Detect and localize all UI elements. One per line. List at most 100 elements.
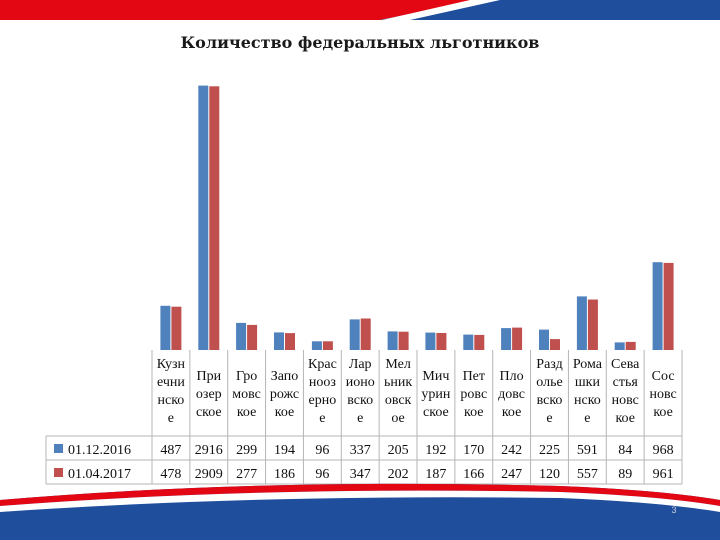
category-label-10: Разд [536, 357, 562, 372]
bar-chart: КузнечнинскоеПриозерскоеГромовскоеЗапоро… [45, 85, 683, 485]
bar-s2-13 [663, 262, 674, 350]
category-label-11: нско [574, 393, 601, 408]
category-label-9: довс [498, 387, 525, 402]
category-label-4: ерно [309, 393, 337, 408]
category-label-4: е [319, 411, 325, 426]
bar-s1-5 [349, 319, 360, 350]
category-label-2: мовс [232, 387, 261, 402]
category-label-6: ьник [384, 375, 412, 390]
category-label-3: кое [275, 405, 294, 420]
category-label-5: вско [347, 393, 373, 408]
bar-s1-10 [539, 329, 549, 350]
value-s2-8: 166 [463, 467, 484, 482]
value-s2-2: 277 [236, 467, 257, 482]
category-label-3: рожс [270, 387, 299, 402]
category-label-7: урин [421, 387, 450, 402]
bar-s1-8 [463, 334, 474, 350]
category-label-5: е [357, 411, 363, 426]
category-label-0: нско [158, 393, 185, 408]
bars-layer [160, 85, 674, 351]
bar-s1-2 [236, 322, 247, 350]
value-s2-12: 89 [618, 467, 632, 482]
bar-s2-10 [550, 339, 560, 350]
page-number: 3 [671, 505, 677, 515]
bar-s2-11 [587, 299, 598, 350]
category-label-13: новс [649, 387, 676, 402]
value-s1-12: 84 [618, 443, 632, 458]
value-s1-8: 170 [463, 443, 484, 458]
value-s2-11: 557 [577, 467, 598, 482]
category-label-9: кое [502, 405, 521, 420]
bar-s1-12 [614, 342, 625, 350]
category-label-2: кое [237, 405, 256, 420]
category-label-13: Сос [652, 369, 675, 384]
bar-s1-7 [425, 332, 436, 350]
banner-red-stripe [0, 0, 480, 20]
bar-s2-12 [625, 341, 636, 350]
bar-s2-1 [209, 86, 220, 351]
value-s1-0: 487 [160, 443, 181, 458]
bar-s2-0 [171, 306, 182, 350]
category-label-11: шки [575, 375, 601, 390]
category-label-0: ечни [157, 375, 185, 390]
category-label-12: стья [613, 375, 639, 390]
value-s2-9: 247 [501, 467, 522, 482]
bar-s2-7 [436, 333, 447, 350]
bar-s1-13 [652, 262, 663, 350]
category-label-13: кое [653, 405, 672, 420]
bottom-white-wave [0, 490, 720, 512]
value-s2-5: 347 [350, 467, 371, 482]
bar-s1-0 [160, 305, 171, 350]
category-label-2: Гро [236, 369, 257, 384]
value-s1-13: 968 [653, 443, 674, 458]
category-label-8: кое [464, 405, 483, 420]
category-label-9: Пло [500, 369, 524, 384]
category-label-12: новс [612, 393, 639, 408]
bar-s1-3 [274, 332, 284, 350]
value-s2-0: 478 [160, 467, 181, 482]
value-s1-5: 337 [350, 443, 371, 458]
bar-s1-4 [311, 341, 322, 350]
category-label-12: Сева [611, 357, 640, 372]
data-table: КузнечнинскоеПриозерскоеГромовскоеЗапоро… [45, 350, 683, 485]
slide-title: Количество федеральных льготников [180, 33, 540, 52]
category-label-1: При [196, 369, 221, 384]
category-label-10: е [546, 411, 552, 426]
top-banner [0, 0, 720, 20]
category-label-4: нооз [309, 375, 336, 390]
bar-s1-6 [387, 331, 398, 350]
bar-s2-9 [512, 327, 523, 350]
value-s1-3: 194 [274, 443, 295, 458]
category-label-10: олье [536, 375, 562, 390]
value-s1-9: 242 [501, 443, 522, 458]
category-label-1: ское [196, 405, 222, 420]
value-s2-6: 202 [388, 467, 409, 482]
bar-s1-11 [576, 296, 587, 350]
value-s2-4: 96 [315, 467, 329, 482]
value-s1-6: 205 [388, 443, 409, 458]
legend-label-1: 01.12.2016 [68, 443, 131, 458]
value-s2-7: 187 [425, 467, 446, 482]
category-label-8: Пет [463, 369, 485, 384]
category-label-6: Мел [385, 357, 410, 372]
banner-white-swoosh [382, 0, 500, 20]
value-s2-1: 2909 [195, 467, 223, 482]
value-s1-1: 2916 [195, 443, 223, 458]
category-label-12: кое [615, 411, 634, 426]
bottom-red-wave [0, 483, 720, 506]
value-s1-11: 591 [577, 443, 598, 458]
category-label-7: ское [423, 405, 449, 420]
bar-s2-4 [322, 341, 333, 350]
value-s2-3: 186 [274, 467, 295, 482]
value-s2-13: 961 [653, 467, 674, 482]
category-label-11: Рома [573, 357, 603, 372]
bar-s2-8 [474, 334, 485, 350]
category-label-10: вско [537, 393, 563, 408]
bottom-banner [0, 483, 720, 540]
category-label-4: Крас [308, 357, 337, 372]
value-s2-10: 120 [539, 467, 560, 482]
value-s1-10: 225 [539, 443, 560, 458]
bar-s2-3 [285, 333, 295, 350]
category-label-7: Мич [422, 369, 449, 384]
bar-s1-9 [501, 328, 512, 350]
